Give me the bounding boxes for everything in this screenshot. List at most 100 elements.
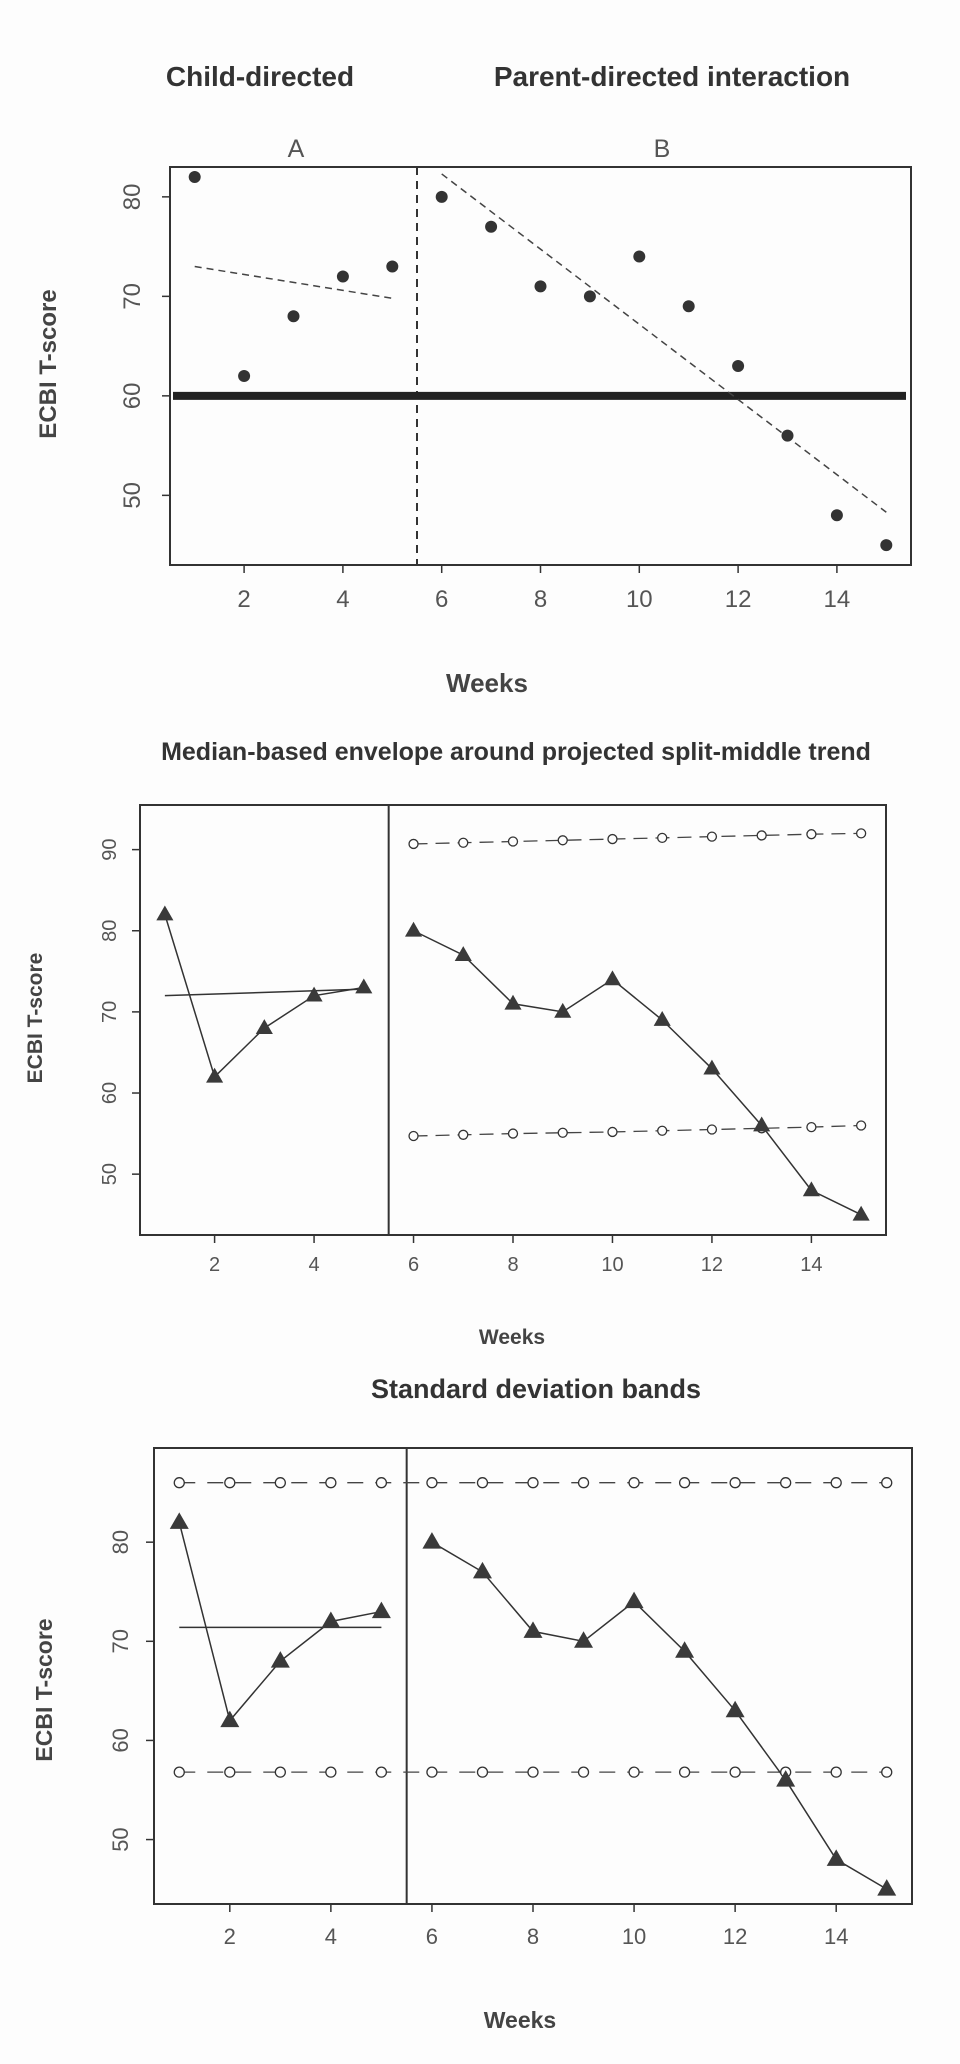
y-tick-label: 50 [119, 482, 146, 509]
sd-band-upper-point [881, 1477, 893, 1489]
data-point-marker [574, 1631, 594, 1648]
sd-band-lower-point [375, 1766, 388, 1778]
x-tick-label: 6 [435, 586, 448, 613]
data-point-marker [355, 978, 373, 994]
phase-a-title: Child-directed [166, 61, 354, 92]
data-point-marker [675, 1641, 695, 1658]
envelope-lower-point [408, 1130, 419, 1142]
x-tick-label: 10 [622, 1924, 646, 1949]
x-axis-label: Weeks [479, 1326, 545, 1349]
data-point-marker [802, 1181, 820, 1197]
data-point [830, 509, 843, 522]
sd-band-upper-point [527, 1477, 539, 1489]
envelope-lower-point [855, 1120, 867, 1131]
data-point [880, 539, 893, 552]
envelope-lower-point [706, 1124, 718, 1135]
data-point [583, 290, 596, 303]
sd-band-lower-point [426, 1766, 438, 1778]
x-tick-label: 10 [601, 1254, 623, 1276]
sd-band-upper-point [678, 1477, 691, 1489]
data-point-marker [753, 1116, 771, 1132]
series-line [413, 930, 862, 1216]
sd-band-upper-point [780, 1477, 792, 1489]
envelope-lower-point [557, 1127, 568, 1138]
sd-band-upper-point [375, 1477, 388, 1489]
data-point-marker [776, 1770, 796, 1787]
x-tick-label: 4 [325, 1924, 337, 1949]
data-point-marker [422, 1532, 442, 1549]
sd-band-lower-point [274, 1766, 286, 1778]
envelope-lower-point [806, 1121, 817, 1133]
sd-band-lower-point [325, 1766, 337, 1778]
envelope-upper-point [855, 828, 867, 839]
x-tick-label: 12 [723, 1924, 747, 1949]
data-point-marker [653, 1011, 671, 1026]
data-point-marker [603, 970, 622, 986]
x-tick-label: 12 [701, 1254, 723, 1276]
y-tick-label: 70 [99, 1001, 121, 1023]
sd-band-upper-point [628, 1477, 640, 1489]
envelope-upper-point [507, 836, 519, 847]
sd-band-upper-point [325, 1477, 337, 1489]
data-point [386, 260, 399, 273]
data-point-marker [169, 1512, 189, 1529]
panel-envelope-plot: Median-based envelope around projected s… [24, 738, 887, 1349]
plot-frame [169, 166, 912, 566]
data-point-marker [554, 1002, 572, 1018]
data-point-marker [504, 994, 522, 1010]
sd-band-lower-point [881, 1766, 893, 1778]
sd-band-upper-point [426, 1477, 438, 1489]
y-tick-label: 90 [99, 838, 121, 860]
phase-b-trend-line [441, 173, 887, 513]
data-point [781, 429, 794, 442]
data-point-marker [725, 1700, 745, 1718]
data-point [238, 369, 251, 382]
envelope-lower-line [413, 1124, 862, 1137]
x-tick-label: 6 [408, 1254, 419, 1276]
data-point-marker [321, 1611, 341, 1628]
sd-band-upper-point [830, 1477, 842, 1489]
phase-a-label: A [288, 135, 305, 163]
x-tick-label: 12 [725, 586, 752, 613]
y-tick-label: 70 [108, 1629, 133, 1653]
data-point-marker [472, 1561, 492, 1579]
y-tick-label: 60 [108, 1728, 133, 1752]
sd-band-upper-point [224, 1477, 236, 1489]
x-tick-label: 8 [534, 586, 547, 613]
data-point [287, 310, 300, 323]
x-tick-label: 2 [224, 1924, 236, 1949]
sd-band-lower-point [476, 1766, 489, 1778]
data-point [435, 190, 448, 203]
data-point-marker [255, 1019, 273, 1034]
x-tick-label: 10 [626, 586, 653, 613]
y-tick-label: 60 [99, 1082, 121, 1104]
y-tick-label: 60 [119, 382, 146, 409]
x-tick-label: 2 [209, 1254, 220, 1276]
baseline-trend-line [164, 988, 364, 997]
y-axis-label: ECBI T-score [31, 1618, 57, 1761]
data-point-marker [156, 905, 174, 921]
y-tick-label: 80 [108, 1530, 133, 1554]
sd-band-lower-point [224, 1766, 236, 1778]
data-point-marker [220, 1710, 240, 1728]
series-line [178, 1522, 382, 1723]
data-point-marker [624, 1591, 644, 1609]
envelope-upper-point [408, 838, 419, 850]
data-point [732, 360, 745, 372]
data-point [485, 220, 498, 233]
sd-band-lower-point [729, 1766, 741, 1778]
sd-band-lower-point [527, 1766, 539, 1778]
data-point-marker [523, 1621, 543, 1638]
phase-a-trend-line [194, 265, 393, 300]
phase-b-label: B [654, 135, 671, 163]
data-point [188, 170, 201, 183]
envelope-lower-point [607, 1126, 618, 1138]
data-point-marker [371, 1601, 391, 1619]
sd-band-upper-point [274, 1477, 286, 1489]
envelope-upper-point [706, 831, 718, 842]
data-point-marker [703, 1059, 721, 1075]
series-line [164, 914, 364, 1079]
x-tick-label: 14 [824, 1924, 848, 1949]
x-tick-label: 14 [824, 586, 851, 613]
data-point [682, 300, 695, 313]
